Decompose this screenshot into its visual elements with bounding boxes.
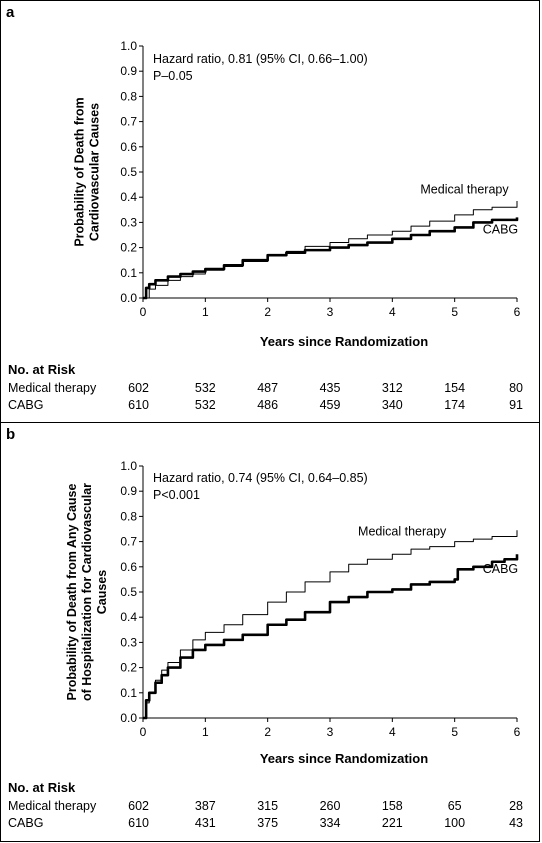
panel-b-xtick-label: 4 — [389, 725, 396, 739]
panel-b-xtick-label: 3 — [327, 725, 334, 739]
panel-b-risk-value: 431 — [195, 816, 216, 830]
panel-b-ytick-label: 0.7 — [120, 535, 137, 549]
panel-a-ytick-label: 0.4 — [120, 190, 137, 204]
panel-b-xtick-label: 6 — [514, 725, 521, 739]
panel-a-risk-value: 312 — [382, 381, 403, 395]
panel-b-risk-value: 610 — [128, 816, 149, 830]
panel-b-y-axis-label: of Hospitalization for Cardiovascular — [80, 483, 94, 701]
panel-b-risk-value: 375 — [257, 816, 278, 830]
panel-a-risk-value: 602 — [128, 381, 149, 395]
panel-a-risk-title: No. at Risk — [8, 362, 76, 377]
panel-a: a 0.0 0.1 0.2 0.3 0.4 0.5 0.6 0.7 0.8 0.9 1.0 0 1 2 3 4 5… — [0, 0, 540, 423]
panel-a-annotation: Hazard ratio, 0.81 (95% CI, 0.66–1.00) — [153, 52, 368, 66]
panel-a-ytick-label: 0.7 — [120, 115, 137, 129]
panel-a-ytick-label: 0.3 — [120, 215, 137, 229]
panel-b-xtick-label: 2 — [264, 725, 271, 739]
panel-a-risk-value: 174 — [444, 398, 465, 412]
panel-b-ytick-label: 0.0 — [120, 711, 137, 725]
panel-a-risk-value: 532 — [195, 381, 216, 395]
panel-a-y-axis-label: Probability of Death from — [73, 97, 87, 246]
panel-a-ytick-label: 0.9 — [120, 64, 137, 78]
panel-a-risk-value: 487 — [257, 381, 278, 395]
panel-a-ytick-label: 0.5 — [120, 165, 137, 179]
panel-a-xtick-label: 1 — [202, 305, 209, 319]
chart-a: a 0.0 0.1 0.2 0.3 0.4 0.5 0.6 0.7 0.8 0.9 1.0 0 1 2 3 4 5… — [6, 4, 521, 349]
panel-b-annotation: Hazard ratio, 0.74 (95% CI, 0.64–0.85) — [153, 471, 368, 485]
panel-a-xtick-label: 0 — [140, 305, 147, 319]
panel-a-risk-value: 91 — [509, 398, 523, 412]
panel-b-ytick-label: 0.9 — [120, 484, 137, 498]
panel-b-risk-value: 260 — [320, 799, 341, 813]
panel-b-risk-row-label: CABG — [8, 816, 43, 830]
panel-b-annotation: P<0.001 — [153, 488, 200, 502]
panel-a-risk-value: 80 — [509, 381, 523, 395]
panel-b-series-label: CABG — [483, 562, 518, 576]
risk-table-b: No. at Risk Medical therapy 602 387 315 260 15… — [1, 777, 541, 839]
panel-b-ytick-label: 0.1 — [120, 686, 137, 700]
panel-a-label: a — [6, 4, 15, 21]
panel-a-series-label: Medical therapy — [420, 182, 509, 196]
panel-a-ytick-label: 0.8 — [120, 89, 137, 103]
panel-a-risk-value: 532 — [195, 398, 216, 412]
panel-b-x-axis-label: Years since Randomization — [260, 751, 428, 766]
panel-a-xtick-label: 6 — [514, 305, 521, 319]
panel-a-ytick-label: 0.0 — [120, 291, 137, 305]
panel-a-xtick-label: 2 — [264, 305, 271, 319]
panel-a-series-label: CABG — [483, 223, 518, 237]
panel-b-xtick-label: 1 — [202, 725, 209, 739]
panel-b-xtick-label: 5 — [451, 725, 458, 739]
panel-a-series-cabg — [143, 217, 519, 300]
panel-b-risk-title: No. at Risk — [8, 780, 76, 795]
panel-b-risk-value: 602 — [128, 799, 149, 813]
panel-a-xtick-label: 4 — [389, 305, 396, 319]
panel-a-x-axis-label: Years since Randomization — [260, 334, 428, 349]
panel-b-series-cabg — [143, 554, 519, 720]
panel-b-ytick-label: 0.8 — [120, 509, 137, 523]
panel-b-risk-value: 158 — [382, 799, 403, 813]
panel-b-ytick-label: 0.4 — [120, 610, 137, 624]
panel-b-ytick-label: 1.0 — [120, 459, 137, 473]
panel-a-ytick-label: 1.0 — [120, 39, 137, 53]
panel-a-ytick-label: 0.1 — [120, 266, 137, 280]
panel-b-risk-value: 43 — [509, 816, 523, 830]
panel-a-risk-value: 154 — [444, 381, 465, 395]
panel-a-ytick-label: 0.6 — [120, 140, 137, 154]
panel-b-ytick-label: 0.6 — [120, 560, 137, 574]
panel-a-y-axis-label: Cardiovascular Causes — [88, 103, 102, 241]
panel-b-label: b — [6, 426, 15, 443]
panel-a-xtick-label: 3 — [327, 305, 334, 319]
panel-a-risk-value: 435 — [320, 381, 341, 395]
panel-b-risk-row-label: Medical therapy — [8, 799, 97, 813]
chart-b: b 0.0 0.1 0.2 0.3 0.4 0.5 0.6 0.7 0.8 0.9 1.0 0 1 2 3 4 5… — [6, 426, 521, 766]
panel-b-ytick-label: 0.3 — [120, 635, 137, 649]
panel-b-risk-value: 65 — [448, 799, 462, 813]
panel-b-risk-value: 28 — [509, 799, 523, 813]
panel-a-risk-value: 486 — [257, 398, 278, 412]
panel-a-ytick-label: 0.2 — [120, 241, 137, 255]
panel-a-risk-row-label: Medical therapy — [8, 381, 97, 395]
panel-a-xtick-label: 5 — [451, 305, 458, 319]
risk-table-a: No. at Risk Medical therapy 602 532 487 435 31… — [1, 359, 541, 419]
panel-b-series-label: Medical therapy — [358, 524, 447, 538]
panel-a-risk-row-label: CABG — [8, 398, 43, 412]
panel-b-risk-value: 221 — [382, 816, 403, 830]
panel-b-risk-value: 334 — [320, 816, 341, 830]
panel-b-risk-value: 100 — [444, 816, 465, 830]
panel-a-annotation: P–0.05 — [153, 69, 193, 83]
panel-b-ytick-label: 0.5 — [120, 585, 137, 599]
panel-b-series-medical-therapy — [143, 530, 518, 719]
panel-b-y-axis-label: Probability of Death from Any Cause — [65, 483, 79, 700]
panel-b-ytick-label: 0.2 — [120, 661, 137, 675]
panel-b-y-axis-label: Causes — [95, 570, 109, 615]
panel-a-risk-value: 610 — [128, 398, 149, 412]
panel-b-xtick-label: 0 — [140, 725, 147, 739]
panel-b: b 0.0 0.1 0.2 0.3 0.4 0.5 0.6 0.7 0.8 0.9 1.0 0 1 2 3 4 5… — [0, 422, 540, 842]
panel-a-risk-value: 459 — [320, 398, 341, 412]
panel-b-risk-value: 387 — [195, 799, 216, 813]
panel-b-risk-value: 315 — [257, 799, 278, 813]
panel-a-risk-value: 340 — [382, 398, 403, 412]
